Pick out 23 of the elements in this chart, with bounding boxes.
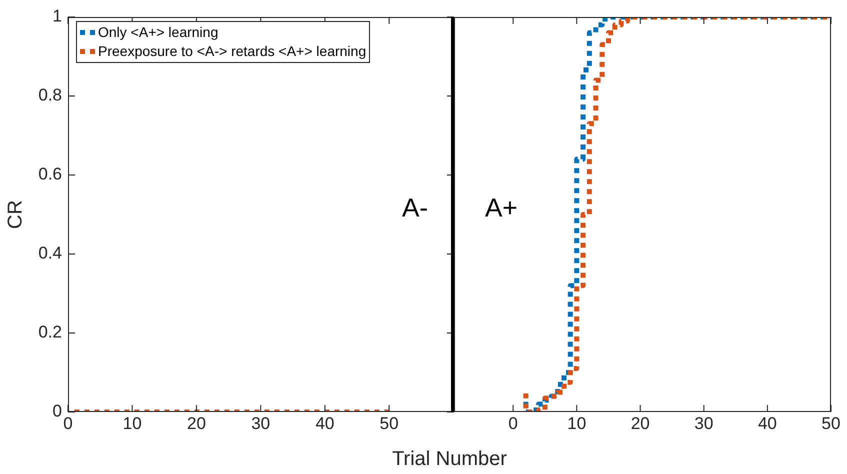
y-axis-title: CR bbox=[4, 200, 27, 229]
legend-label: Only <A+> learning bbox=[98, 23, 218, 42]
x-tick-label: 50 bbox=[822, 414, 840, 433]
y-tick-label: 0.8 bbox=[38, 86, 62, 105]
x-tick-label: 10 bbox=[567, 414, 586, 433]
x-tick-label: 30 bbox=[251, 414, 270, 433]
y-tick-label: 0.4 bbox=[38, 244, 62, 263]
y-tick-label: 0.6 bbox=[38, 164, 62, 184]
x-tick-label: 30 bbox=[694, 414, 714, 433]
x-tick-label: 10 bbox=[122, 414, 142, 433]
x-tick-label: 50 bbox=[380, 414, 399, 433]
annotation: A- bbox=[402, 192, 428, 223]
x-tick-label: 20 bbox=[630, 414, 650, 433]
x-tick-label: 40 bbox=[758, 414, 777, 433]
x-axis-title: Trial Number bbox=[391, 448, 508, 471]
x-tick-label: 40 bbox=[315, 414, 334, 433]
x-tick-label: 20 bbox=[186, 414, 206, 433]
legend-label: Preexposure to <A-> retards <A+> learning bbox=[98, 42, 366, 61]
y-tick-label: 1 bbox=[52, 6, 62, 26]
x-tick-label: 0 bbox=[508, 414, 518, 433]
annotation: A+ bbox=[485, 192, 518, 223]
y-tick-label: 0.2 bbox=[38, 322, 62, 342]
y-tick-label: 0 bbox=[52, 402, 62, 421]
